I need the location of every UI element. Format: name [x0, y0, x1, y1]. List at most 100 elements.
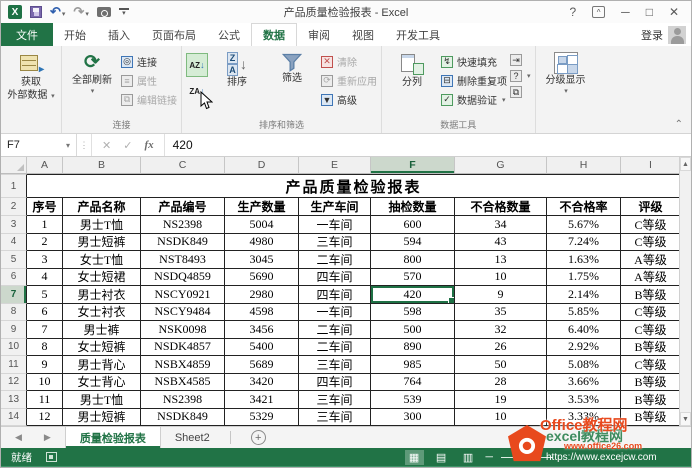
cell[interactable]: 6	[27, 303, 63, 321]
cell[interactable]: 4980	[225, 233, 299, 251]
confirm-entry-button[interactable]: ✓	[123, 139, 133, 152]
row-header[interactable]: 11	[1, 356, 27, 374]
cell[interactable]: 34	[455, 216, 547, 234]
cell[interactable]: NSCY0921	[141, 286, 225, 304]
cell[interactable]: 10	[455, 268, 547, 286]
cell[interactable]: NS2398	[141, 391, 225, 409]
avatar[interactable]	[668, 25, 686, 44]
cell[interactable]: 不合格率	[547, 198, 621, 216]
cell[interactable]: 男士衬衣	[63, 286, 141, 304]
cell[interactable]: 3045	[225, 251, 299, 269]
ribbon-tab[interactable]: 开始	[64, 29, 86, 42]
cell[interactable]: 序号	[27, 198, 63, 216]
cell[interactable]: B等级	[621, 408, 681, 426]
cell[interactable]: 产品编号	[141, 198, 225, 216]
column-header[interactable]: G	[455, 157, 547, 174]
reapply-filter-button[interactable]: ⟳ 重新应用	[321, 73, 377, 88]
cell[interactable]: 三车间	[299, 233, 371, 251]
save-button[interactable]	[30, 6, 42, 18]
cell[interactable]: NS2398	[141, 216, 225, 234]
cell[interactable]: B等级	[621, 286, 681, 304]
column-header[interactable]: E	[299, 157, 371, 174]
cell[interactable]: 5.08%	[547, 356, 621, 374]
cell[interactable]: 四车间	[299, 286, 371, 304]
data-validation-button[interactable]: ✓ 数据验证 ▾	[441, 92, 507, 107]
cell[interactable]: 不合格数量	[455, 198, 547, 216]
cell[interactable]: 28	[455, 373, 547, 391]
cell[interactable]: 5004	[225, 216, 299, 234]
name-box-caret-icon[interactable]: ▾	[65, 140, 70, 150]
properties-button[interactable]: ≡ 属性	[121, 73, 177, 88]
cell[interactable]: 1	[27, 216, 63, 234]
cell[interactable]: C等级	[621, 321, 681, 339]
cell[interactable]: 产品名称	[63, 198, 141, 216]
ribbon-tab[interactable]: 插入	[108, 29, 130, 42]
sheet-tab-active[interactable]: 质量检验报表	[64, 427, 161, 448]
cell[interactable]: 35	[455, 303, 547, 321]
qat-customize-button[interactable]: ▾	[118, 7, 129, 17]
cell[interactable]: 女士背心	[63, 373, 141, 391]
cell[interactable]: 男士背心	[63, 356, 141, 374]
cell[interactable]: 5690	[225, 268, 299, 286]
cell[interactable]: 男士短裤	[63, 408, 141, 426]
remove-duplicates-button[interactable]: ⊟ 删除重复项	[441, 73, 507, 88]
undo-button[interactable]: ↶▾	[50, 5, 65, 19]
cell[interactable]: 50	[455, 356, 547, 374]
zoom-slider[interactable]	[501, 456, 553, 458]
cancel-entry-button[interactable]: ✕	[102, 139, 112, 152]
filter-button[interactable]: 筛选	[266, 48, 318, 85]
cell[interactable]: 26	[455, 338, 547, 356]
row-header[interactable]: 6	[1, 268, 27, 286]
cell[interactable]: 800	[371, 251, 455, 269]
get-external-data-button[interactable]: ▸ 获取 外部数据 ▾	[5, 48, 57, 102]
cell[interactable]: 1.75%	[547, 268, 621, 286]
cell[interactable]: NSDQ4859	[141, 268, 225, 286]
cell[interactable]: 300	[371, 408, 455, 426]
cell[interactable]: 8	[27, 338, 63, 356]
clear-filter-button[interactable]: ✕ 清除	[321, 54, 377, 69]
cell[interactable]: 7	[27, 321, 63, 339]
cell[interactable]: 570	[371, 268, 455, 286]
cell[interactable]: 5.67%	[547, 216, 621, 234]
redo-button[interactable]: ↷▾	[73, 5, 88, 19]
cell[interactable]: 594	[371, 233, 455, 251]
ribbon-tab[interactable]: 公式	[218, 29, 240, 42]
cell[interactable]: 10	[27, 373, 63, 391]
row-header[interactable]: 7	[1, 286, 27, 304]
cell[interactable]: 三车间	[299, 391, 371, 409]
cell[interactable]: 5689	[225, 356, 299, 374]
column-header[interactable]: B	[63, 157, 141, 174]
outline-button[interactable]: 分级显示 ▾	[540, 48, 592, 96]
cell[interactable]: 12	[27, 408, 63, 426]
cell[interactable]: 500	[371, 321, 455, 339]
cell[interactable]: 2	[27, 233, 63, 251]
cell[interactable]: 3.53%	[547, 391, 621, 409]
cell[interactable]: 女士短裤	[63, 338, 141, 356]
advanced-filter-button[interactable]: ▼ 高级	[321, 93, 357, 107]
cell[interactable]: 评级	[621, 198, 681, 216]
cell[interactable]: 3456	[225, 321, 299, 339]
ribbon-tab[interactable]: 数据	[251, 23, 297, 47]
cell[interactable]: A等级	[621, 268, 681, 286]
cell[interactable]: 男士裤	[63, 321, 141, 339]
cell[interactable]: 890	[371, 338, 455, 356]
cell[interactable]: C等级	[621, 233, 681, 251]
zoom-out-button[interactable]: ─	[485, 451, 493, 463]
sort-ascending-button[interactable]: AZ ↓	[186, 53, 208, 77]
flash-fill-button[interactable]: ↯ 快速填充	[441, 54, 507, 69]
cell[interactable]: 男士T恤	[63, 216, 141, 234]
cell[interactable]: 抽检数量	[371, 198, 455, 216]
cell[interactable]: 13	[455, 251, 547, 269]
ribbon-tab[interactable]: 审阅	[308, 29, 330, 42]
row-header[interactable]: 2	[1, 198, 27, 216]
row-header[interactable]: 5	[1, 251, 27, 269]
cell[interactable]: NSDK849	[141, 408, 225, 426]
connections-button[interactable]: ◎ 连接	[121, 54, 177, 69]
cell[interactable]: 420	[371, 286, 455, 304]
next-sheet-icon[interactable]: ▶	[43, 432, 51, 442]
cell[interactable]: 4598	[225, 303, 299, 321]
camera-icon[interactable]	[96, 7, 111, 17]
sort-button[interactable]: Z A ↓ 排序	[211, 48, 263, 89]
row-header[interactable]: 12	[1, 373, 27, 391]
what-if-analysis-button[interactable]: ? ▾	[510, 70, 531, 82]
